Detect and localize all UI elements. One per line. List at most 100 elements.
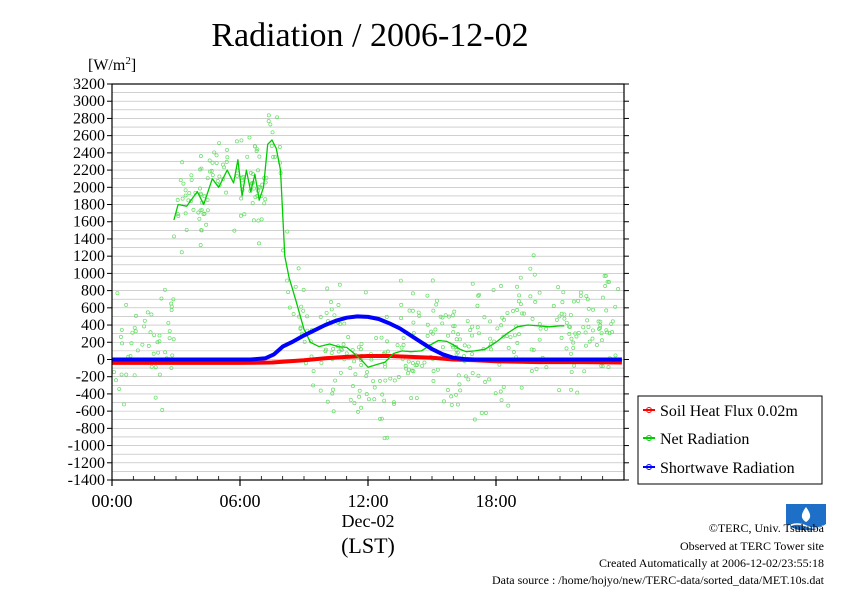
scatter-point: [396, 375, 401, 379]
scatter-point: [234, 139, 239, 144]
scatter-point: [458, 337, 462, 342]
scatter-point: [336, 349, 341, 354]
scatter-point: [578, 290, 583, 295]
scatter-point: [517, 293, 522, 298]
scatter-point: [117, 387, 122, 392]
scatter-point: [348, 366, 353, 371]
scatter-point: [443, 313, 448, 318]
scatter-point: [501, 385, 506, 389]
scatter-point: [172, 234, 176, 239]
scatter-point: [119, 372, 124, 377]
scatter-point: [132, 325, 137, 330]
scatter-point: [440, 345, 445, 350]
scatter-point: [286, 290, 291, 295]
scatter-point: [142, 318, 147, 323]
scatter-point: [380, 392, 385, 397]
scatter-point: [431, 379, 436, 383]
scatter-point: [446, 333, 451, 338]
scatter-point: [364, 392, 369, 397]
scatter-point: [232, 228, 237, 233]
scatter-point: [429, 329, 434, 334]
scatter-point: [410, 361, 415, 366]
scatter-point: [587, 339, 592, 344]
scatter-point: [607, 279, 611, 284]
y-tick-label: -400: [76, 386, 105, 403]
scatter-point: [506, 345, 511, 350]
x-axis-ticks: 00:00 06:00 12:00 18:00: [91, 480, 517, 511]
scatter-point: [256, 218, 261, 223]
scatter-point: [598, 319, 603, 324]
scatter-point: [508, 335, 513, 340]
scatter-point: [430, 278, 435, 283]
scatter-point: [221, 162, 225, 167]
scatter-point: [616, 287, 621, 291]
scatter-point: [451, 330, 456, 335]
scatter-point: [256, 168, 260, 173]
scatter-point: [239, 138, 244, 143]
scatter-point: [178, 178, 183, 183]
scatter-point: [531, 348, 536, 352]
scatter-point: [557, 388, 562, 393]
scatter-point: [270, 130, 275, 135]
scatter-point: [332, 313, 337, 318]
scatter-point: [586, 324, 591, 329]
scatter-point: [262, 201, 267, 206]
legend: Soil Heat Flux 0.02m Net Radiation Short…: [637, 395, 823, 485]
scatter-point: [298, 325, 303, 330]
scatter-point: [401, 336, 406, 341]
scatter-point: [604, 328, 609, 333]
scatter-point: [353, 372, 358, 377]
scatter-point: [214, 153, 219, 158]
scatter-point: [470, 371, 475, 376]
legend-box: [637, 395, 823, 485]
scatter-point: [476, 373, 481, 378]
scatter-point: [518, 275, 523, 280]
scatter-point: [157, 372, 162, 377]
scatter-point: [264, 175, 269, 180]
scatter-point: [562, 312, 567, 317]
scatter-point: [128, 354, 133, 359]
scatter-point: [434, 302, 439, 307]
legend-marker-shortwave: [646, 464, 652, 470]
scatter-point: [406, 371, 410, 376]
scatter-point: [395, 343, 400, 348]
scatter-point: [515, 284, 520, 289]
scatter-point: [470, 352, 475, 357]
scatter-point: [411, 320, 416, 325]
scatter-point: [392, 378, 397, 383]
scatter-point: [600, 295, 605, 300]
scatter-point: [487, 377, 492, 382]
scatter-point: [575, 390, 580, 395]
scatter-point: [515, 308, 519, 312]
scatter-point: [112, 370, 117, 374]
scatter-point: [516, 299, 521, 304]
scatter-point: [329, 300, 333, 304]
scatter-point: [447, 314, 451, 319]
scatter-point: [205, 197, 210, 202]
scatter-point: [330, 391, 335, 396]
scatter-point: [305, 314, 310, 319]
scatter-point: [253, 144, 257, 149]
scatter-point: [598, 326, 602, 330]
net-radiation-scatter: [112, 113, 621, 441]
water-drop-icon: [801, 507, 811, 522]
scatter-point: [399, 345, 404, 350]
scatter-point: [382, 398, 387, 403]
scatter-point: [239, 196, 244, 201]
scatter-point: [466, 344, 471, 349]
scatter-point: [325, 399, 330, 404]
scatter-point: [569, 336, 574, 341]
scatter-point: [606, 365, 611, 370]
scatter-point: [488, 319, 493, 324]
scatter-point: [435, 367, 440, 372]
scatter-point: [336, 303, 341, 307]
scatter-point: [530, 316, 535, 321]
scatter-point: [385, 349, 390, 354]
scatter-point: [135, 348, 140, 353]
scatter-point: [156, 350, 161, 355]
scatter-point: [556, 285, 561, 290]
scatter-point: [538, 326, 543, 331]
y-tick-label: 1800: [73, 197, 105, 214]
scatter-point: [518, 302, 523, 307]
y-tick-label: 800: [81, 283, 105, 300]
